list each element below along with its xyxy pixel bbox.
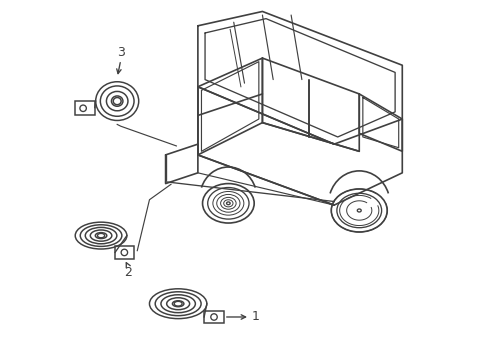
Text: 3: 3 bbox=[117, 46, 124, 59]
Text: 1: 1 bbox=[251, 310, 259, 324]
Text: 2: 2 bbox=[124, 266, 132, 279]
